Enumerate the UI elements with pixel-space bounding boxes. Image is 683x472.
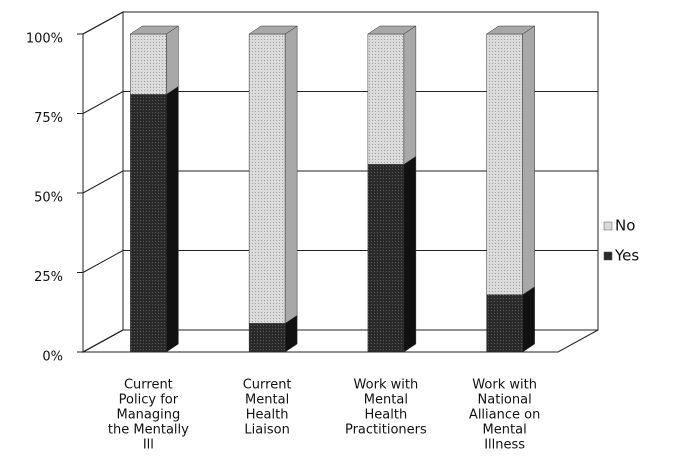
bar-side <box>166 85 179 353</box>
bar-texture <box>486 294 523 352</box>
x-tick-label: National <box>478 393 532 408</box>
bar-texture <box>249 34 286 324</box>
x-tick-label: Illness <box>484 438 525 453</box>
x-tick-label: Work with <box>354 378 419 393</box>
y-tick-label: 0% <box>42 350 63 365</box>
legend-label: No <box>615 217 635 235</box>
bar-top <box>248 25 298 35</box>
x-tick-label: Current <box>243 378 292 393</box>
x-tick-label: Mental <box>483 423 527 438</box>
bar-top <box>485 25 536 35</box>
x-tick-label: Ill <box>143 438 154 453</box>
bar-texture <box>130 94 167 353</box>
x-tick-label: Current <box>124 378 173 393</box>
bar-texture <box>367 164 404 352</box>
grid-line <box>82 91 124 114</box>
y-tick-label: 25% <box>34 270 63 285</box>
x-tick-label: Health <box>246 408 289 423</box>
x-tick-label: Mental <box>364 393 408 408</box>
legend-swatch <box>603 221 613 231</box>
bar-top <box>367 25 417 35</box>
x-tick-label: Health <box>365 408 408 423</box>
legend-label: Yes <box>614 247 639 265</box>
grid-line <box>82 170 124 194</box>
x-tick-label: the Mentally <box>108 423 189 438</box>
bar-texture <box>486 34 523 295</box>
grid-line <box>82 329 124 353</box>
bar-side <box>403 25 417 165</box>
bar-texture <box>130 34 167 95</box>
x-tick-label: Practitioners <box>345 423 427 438</box>
bar-side <box>522 25 535 296</box>
x-tick-label: Mental <box>245 393 289 408</box>
bar-side <box>284 25 298 324</box>
y-tick-label: 50% <box>34 191 63 206</box>
bar-texture <box>249 323 286 352</box>
bar-side <box>166 25 179 95</box>
bar-texture <box>367 34 404 165</box>
x-tick-label: Alliance on <box>469 408 540 423</box>
y-tick-label: 100% <box>26 32 63 47</box>
bar-side <box>403 155 417 353</box>
bar-side <box>522 286 535 353</box>
x-tick-label: Managing <box>117 408 181 423</box>
legend-swatch <box>603 251 613 261</box>
x-tick-label: Work with <box>472 378 537 393</box>
x-tick-label: Policy for <box>119 393 179 408</box>
y-tick-label: 75% <box>34 111 63 126</box>
bar-top <box>129 25 180 35</box>
x-tick-label: Liaison <box>244 423 289 438</box>
grid-line <box>82 11 124 35</box>
grid-line <box>82 250 124 273</box>
